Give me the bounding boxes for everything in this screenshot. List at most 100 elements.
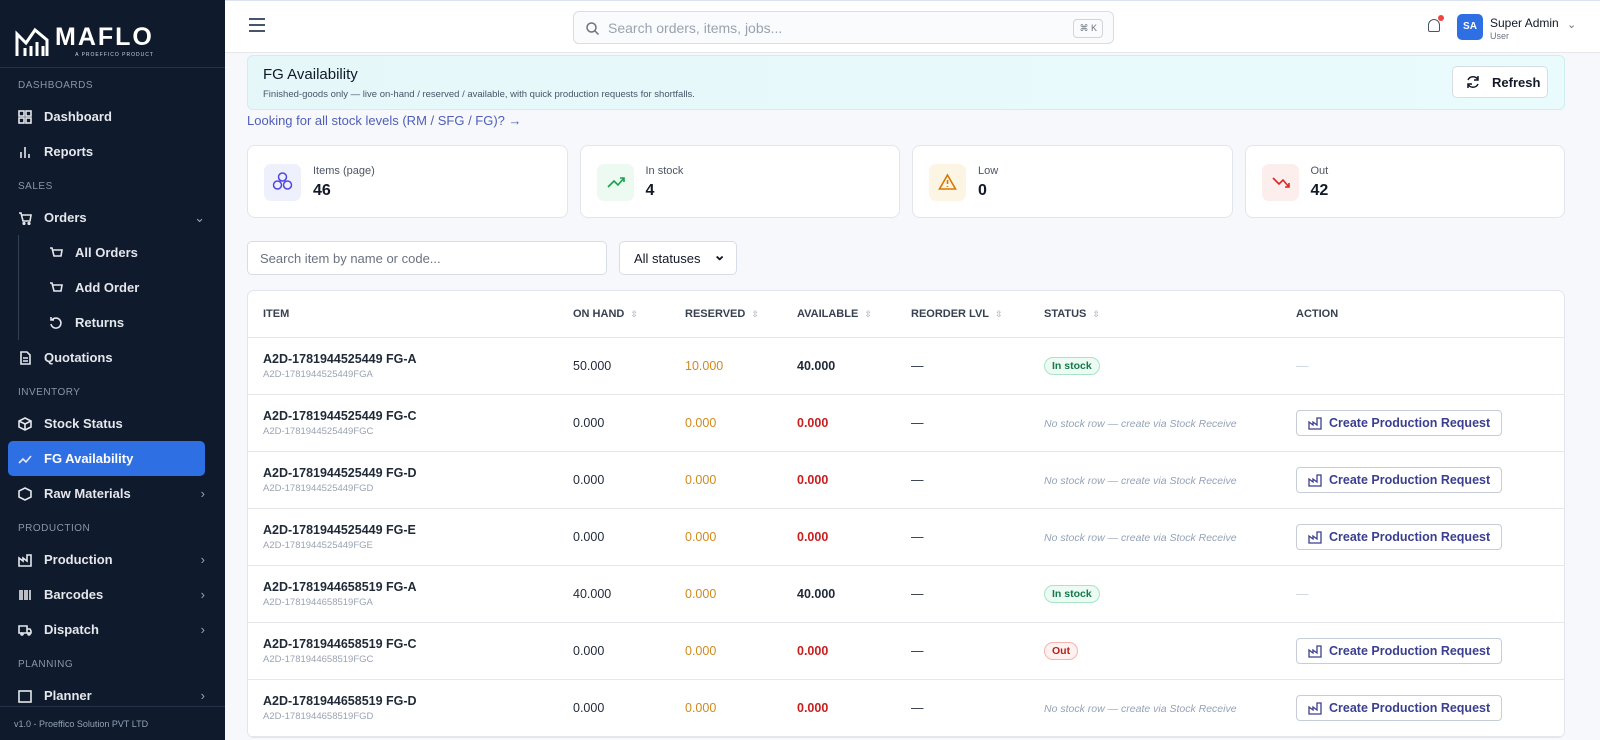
- stock-link[interactable]: Looking for all stock levels (RM / SFG /…: [247, 113, 522, 128]
- nav-item[interactable]: Stock Status: [8, 406, 205, 441]
- item-name: A2D-1781944525449 FG-D: [263, 465, 417, 480]
- sort-icon[interactable]: ⇳: [630, 308, 638, 319]
- available: 0.000: [782, 451, 896, 509]
- nav-item[interactable]: Returns: [18, 305, 205, 340]
- sort-icon[interactable]: ⇳: [751, 308, 759, 319]
- status-filter[interactable]: All statuses: [619, 241, 737, 275]
- stat-value: 0: [978, 182, 987, 199]
- create-production-request[interactable]: Create Production Request: [1296, 523, 1503, 550]
- logo-sub: A PROEFFICO PRODUCT: [75, 52, 154, 58]
- nav-label: Production: [44, 552, 113, 567]
- nav-label: Barcodes: [44, 587, 104, 602]
- column-header: RESERVED ⇳: [670, 291, 782, 338]
- create-production-request[interactable]: Create Production Request: [1296, 409, 1503, 436]
- filters: Search item by name or code... All statu…: [247, 241, 1565, 275]
- create-production-request[interactable]: Create Production Request: [1296, 466, 1503, 493]
- stat-icon: [264, 164, 301, 201]
- nav-item[interactable]: Reports: [8, 134, 205, 169]
- nav-item[interactable]: Raw Materials ›: [8, 476, 205, 511]
- icon: [272, 172, 293, 190]
- section-title: INVENTORY: [18, 387, 81, 398]
- status-note: No stock row — create via Stock Receive: [1044, 531, 1237, 544]
- button-label: Create Production Request: [1329, 415, 1491, 430]
- nav-item[interactable]: Dashboard: [8, 99, 205, 134]
- stat-cards: Items (page) 46 In stock 4 Low 0 Out 42: [247, 145, 1565, 218]
- item-cell: A2D-1781944658519 FG-D A2D-1781944658519F…: [248, 679, 558, 737]
- action-cell: Create Production Request: [1281, 394, 1564, 452]
- sort-icon[interactable]: ⇳: [864, 308, 872, 319]
- stat-value: 4: [645, 182, 655, 199]
- sort-icon[interactable]: ⇳: [1092, 308, 1100, 319]
- button-label: Create Production Request: [1329, 472, 1491, 487]
- column-header: STATUS ⇳: [1029, 291, 1281, 338]
- nav-label: FG Availability: [44, 451, 134, 466]
- icon: [20, 350, 31, 365]
- sidebar-footer: v1.0 - Proeffico Solution PVT LTD: [0, 706, 225, 740]
- factory-icon: [1308, 416, 1322, 430]
- menu-button[interactable]: [249, 18, 265, 32]
- reserved: 10.000: [670, 337, 782, 395]
- on-hand: 0.000: [558, 508, 670, 566]
- refresh-label: Refresh: [1492, 75, 1541, 90]
- stat-label: In stock: [645, 165, 684, 177]
- nav-item[interactable]: Production ›: [8, 542, 205, 577]
- nav-item[interactable]: Quotations: [8, 340, 205, 375]
- factory-icon: [1308, 530, 1322, 544]
- status-cell: No stock row — create via Stock Receive: [1029, 508, 1281, 566]
- on-hand: 50.000: [558, 337, 670, 395]
- no-action: —: [1296, 358, 1309, 373]
- create-production-request[interactable]: Create Production Request: [1296, 694, 1503, 721]
- stat-label: Out: [1310, 165, 1329, 177]
- reserved: 0.000: [670, 679, 782, 737]
- reorder-level: —: [896, 622, 1029, 680]
- section-title: PRODUCTION: [18, 523, 91, 534]
- factory-icon: [1308, 701, 1322, 715]
- table-row: A2D-1781944658519 FG-A A2D-1781944658519F…: [248, 565, 1564, 623]
- notifications[interactable]: [1428, 15, 1444, 32]
- logo: MAFLO A PROEFFICO PRODUCT: [0, 0, 225, 68]
- header-row: ITEM ON HAND ⇳ RESERVED ⇳ AVAILABLE ⇳ REORDER L…: [248, 291, 1564, 338]
- reorder-level: —: [896, 679, 1029, 737]
- item-code: A2D-1781944658519FGD: [263, 710, 374, 722]
- user-role: User: [1490, 31, 1510, 41]
- nav-item[interactable]: Add Order: [18, 270, 205, 305]
- stat-card: Out 42: [1244, 145, 1565, 218]
- refresh-button[interactable]: Refresh: [1452, 66, 1548, 98]
- nav-label: Stock Status: [44, 416, 123, 431]
- nav-item-active[interactable]: FG Availability: [8, 441, 205, 476]
- button-label: Create Production Request: [1329, 529, 1491, 544]
- table-row: A2D-1781944525449 FG-D A2D-1781944525449F…: [248, 451, 1564, 509]
- table-card: ITEM ON HAND ⇳ RESERVED ⇳ AVAILABLE ⇳ REORDER L…: [247, 290, 1565, 738]
- item-search[interactable]: Search item by name or code...: [247, 241, 607, 275]
- nav-item[interactable]: Orders ⌄: [8, 200, 205, 235]
- icon: [18, 109, 32, 124]
- action-cell: —: [1281, 337, 1564, 395]
- sort-icon[interactable]: ⇳: [995, 308, 1003, 319]
- avatar[interactable]: SA: [1457, 14, 1483, 40]
- create-production-request[interactable]: Create Production Request: [1296, 637, 1503, 664]
- item-cell: A2D-1781944525449 FG-C A2D-1781944525449F…: [248, 394, 558, 452]
- availability-table: ITEM ON HAND ⇳ RESERVED ⇳ AVAILABLE ⇳ REORDER L…: [248, 291, 1564, 737]
- nav-item[interactable]: Planner ›: [8, 678, 205, 713]
- user-menu[interactable]: ⌄: [1567, 19, 1577, 31]
- stat-label: Items (page): [313, 165, 375, 177]
- page-title: FG Availability: [263, 66, 358, 83]
- global-search[interactable]: Search orders, items, jobs... ⌘ K: [573, 11, 1114, 44]
- nav-item[interactable]: Barcodes ›: [8, 577, 205, 612]
- page-subtitle: Finished-goods only — live on-hand / res…: [263, 89, 695, 100]
- item-code: A2D-1781944525449FGA: [263, 368, 373, 380]
- item-cell: A2D-1781944525449 FG-A A2D-1781944525449F…: [248, 337, 558, 395]
- button-label: Create Production Request: [1329, 700, 1491, 715]
- nav-label: Returns: [75, 315, 125, 330]
- reorder-level: —: [896, 337, 1029, 395]
- chevron: ›: [200, 587, 205, 602]
- item-cell: A2D-1781944658519 FG-C A2D-1781944658519F…: [248, 622, 558, 680]
- nav-item[interactable]: All Orders: [18, 235, 205, 270]
- item-code: A2D-1781944525449FGC: [263, 425, 374, 437]
- nav-item[interactable]: Dispatch ›: [8, 612, 205, 647]
- nav-label: Raw Materials: [44, 486, 131, 501]
- icon: [18, 486, 32, 501]
- column-header: ON HAND ⇳: [558, 291, 670, 338]
- column-label: ITEM: [263, 307, 290, 320]
- icon: [20, 146, 30, 158]
